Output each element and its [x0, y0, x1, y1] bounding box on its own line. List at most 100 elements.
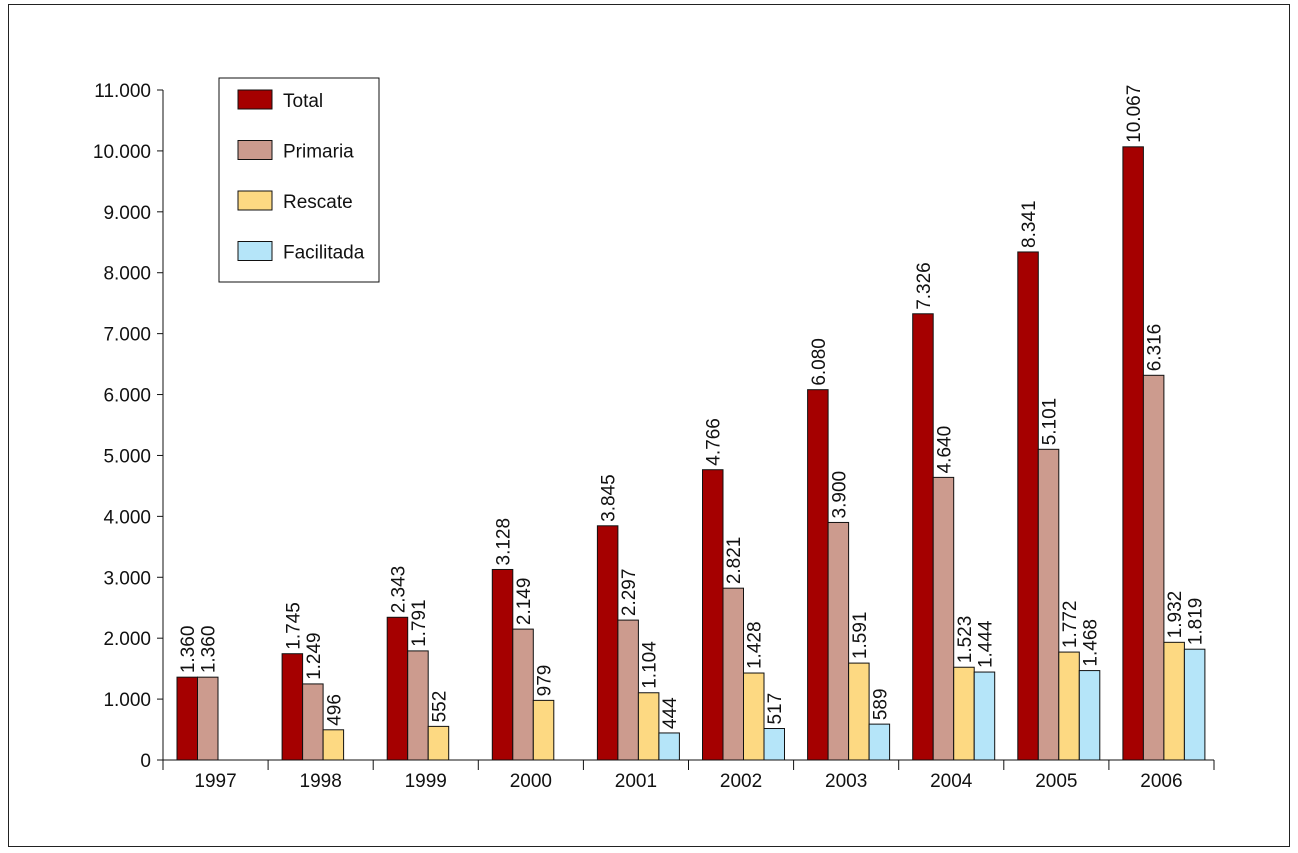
data-label: 552 [429, 691, 450, 723]
bar-rescate [532, 699, 555, 761]
y-tick-label: 6.000 [103, 386, 151, 407]
bar-facilitada [1183, 648, 1206, 761]
y-tick-label: 11.000 [94, 81, 151, 102]
data-label: 2.297 [619, 569, 640, 617]
bar-primaria [827, 521, 850, 761]
x-tick-label: 2004 [930, 771, 973, 792]
data-label: 1.428 [745, 621, 766, 669]
x-tick-label: 1997 [194, 771, 236, 792]
data-label: 2.343 [388, 566, 409, 614]
bar-total [1122, 146, 1144, 761]
data-label: 1.249 [304, 632, 325, 680]
data-label: 444 [660, 697, 681, 729]
data-label: 2.821 [724, 537, 745, 585]
data-label: 1.791 [409, 599, 430, 647]
data-label: 4.640 [934, 426, 955, 474]
bar-total [912, 313, 934, 761]
x-tick-label: 2003 [825, 771, 867, 792]
y-tick-label: 1.000 [103, 690, 151, 711]
bar-rescate [953, 666, 975, 761]
bar-primaria [932, 476, 955, 761]
bar-total [1017, 251, 1039, 761]
x-tick-label: 2002 [720, 771, 762, 792]
x-tick-label: 1998 [300, 771, 342, 792]
data-label: 7.326 [914, 262, 935, 310]
data-label: 3.128 [494, 518, 515, 566]
bar-primaria [617, 619, 639, 761]
data-label: 517 [765, 693, 786, 725]
bar-total [596, 525, 619, 761]
data-label: 10.067 [1124, 85, 1145, 143]
bar-rescate [1163, 641, 1185, 761]
bar-rescate [427, 725, 450, 761]
data-label: 1.104 [640, 641, 661, 689]
data-label: 1.932 [1165, 591, 1186, 639]
data-label: 5.101 [1040, 398, 1061, 446]
legend-swatch-facilitada [237, 241, 273, 261]
data-label: 3.845 [599, 474, 620, 522]
bar-total [386, 616, 409, 761]
bar-total [491, 568, 514, 761]
bar-facilitada [763, 728, 785, 761]
data-label: 6.316 [1145, 324, 1166, 372]
bar-rescate [322, 729, 345, 761]
bar-primaria [302, 683, 324, 761]
x-tick-label: 2001 [615, 771, 657, 792]
data-label: 3.900 [829, 471, 850, 519]
x-tick-label: 2000 [510, 771, 552, 792]
data-label: 979 [535, 665, 556, 697]
data-label: 4.766 [704, 418, 725, 466]
data-label: 6.080 [809, 338, 830, 386]
y-tick-label: 10.000 [93, 142, 151, 163]
bar-total [807, 389, 829, 761]
y-tick-label: 4.000 [103, 507, 151, 528]
data-label: 1.745 [283, 602, 304, 650]
y-tick-label: 9.000 [103, 203, 151, 224]
data-label: 1.523 [955, 616, 976, 664]
chart-frame [8, 4, 1290, 847]
x-tick-label: 1999 [405, 771, 447, 792]
y-tick-label: 7.000 [103, 325, 151, 346]
bar-total [281, 653, 304, 761]
legend-label: Primaria [283, 142, 354, 163]
y-tick-label: 3.000 [103, 568, 151, 589]
bar-rescate [1058, 651, 1080, 761]
data-label: 1.444 [975, 620, 996, 668]
bar-primaria [1037, 448, 1060, 761]
bar-primaria [722, 587, 744, 761]
y-tick-label: 2.000 [103, 629, 151, 650]
legend-swatch-primaria [237, 140, 273, 160]
bar-primaria [197, 676, 219, 761]
bar-facilitada [868, 723, 891, 761]
x-tick-label: 2005 [1035, 771, 1077, 792]
bar-facilitada [658, 732, 680, 761]
data-label: 2.149 [514, 578, 535, 626]
data-label: 1.591 [850, 612, 871, 660]
bar-total [702, 469, 724, 761]
data-label: 1.468 [1081, 619, 1102, 667]
legend-label: Rescate [283, 192, 353, 213]
data-label: 1.360 [199, 626, 220, 674]
bar-facilitada [1078, 670, 1101, 761]
data-label: 589 [870, 688, 891, 720]
legend-label: Total [283, 91, 323, 112]
bar-primaria [407, 650, 429, 761]
y-tick-label: 8.000 [103, 264, 151, 285]
bar-rescate [848, 662, 870, 761]
legend-swatch-total [237, 89, 273, 110]
data-label: 496 [324, 694, 345, 726]
legend-label: Facilitada [283, 243, 365, 264]
bar-primaria [1142, 374, 1165, 761]
legend-swatch-rescate [237, 190, 273, 211]
bar-primaria [512, 628, 534, 761]
bar-facilitada [973, 671, 996, 761]
y-tick-label: 0 [140, 751, 151, 772]
bar-total [176, 676, 198, 761]
bar-rescate [743, 672, 765, 761]
y-tick-label: 5.000 [103, 446, 151, 467]
bar-rescate [637, 692, 660, 761]
data-label: 1.772 [1060, 601, 1081, 649]
data-label: 8.341 [1019, 200, 1040, 248]
data-label: 1.819 [1186, 598, 1207, 646]
